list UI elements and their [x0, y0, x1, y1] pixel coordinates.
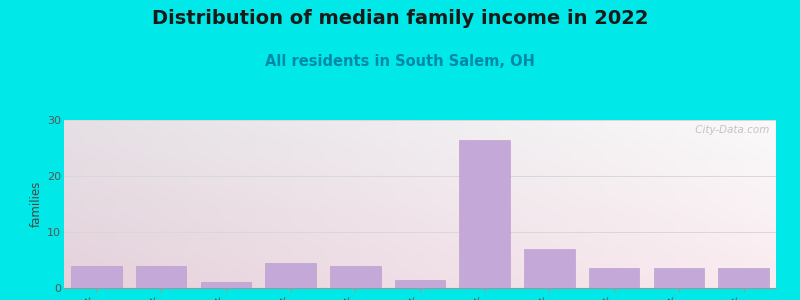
Bar	[330, 266, 381, 288]
Y-axis label: families: families	[30, 181, 43, 227]
Bar	[654, 268, 704, 288]
Bar	[459, 140, 510, 288]
Text: All residents in South Salem, OH: All residents in South Salem, OH	[265, 54, 535, 69]
Bar	[136, 266, 186, 288]
Bar	[524, 249, 574, 288]
Text: Distribution of median family income in 2022: Distribution of median family income in …	[152, 9, 648, 28]
Bar	[201, 282, 251, 288]
Bar	[71, 266, 122, 288]
Bar	[266, 263, 316, 288]
Bar	[394, 280, 446, 288]
Text: City-Data.com: City-Data.com	[691, 125, 769, 135]
Bar	[589, 268, 639, 288]
Bar	[718, 268, 769, 288]
